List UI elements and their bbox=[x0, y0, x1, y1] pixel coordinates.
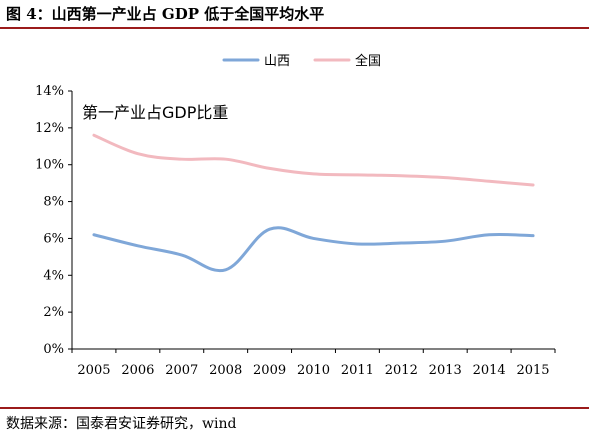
legend-label-2: 全国 bbox=[355, 53, 381, 69]
y-tick-label: 10% bbox=[35, 158, 64, 173]
x-tick-label: 2013 bbox=[429, 363, 462, 378]
chart-axes: 0% 2% 4% 6% 8% 10% 12% 14% 2005 2006 2007 2008 2009 2… bbox=[35, 84, 556, 378]
x-tick-label: 2015 bbox=[516, 363, 549, 378]
y-tick-label: 2% bbox=[43, 305, 64, 320]
series-line-2 bbox=[92, 133, 535, 187]
legend-label-1: 山西 bbox=[264, 54, 290, 69]
x-tick-label: 2014 bbox=[473, 363, 506, 378]
series-line-1 bbox=[92, 226, 535, 273]
x-tick-label: 2008 bbox=[209, 363, 242, 378]
figure-title: 图 4：山西第一产业占 GDP 低于全国平均水平 bbox=[6, 5, 325, 23]
x-tick-label: 2011 bbox=[341, 363, 374, 378]
x-tick-label: 2009 bbox=[253, 363, 286, 378]
chart-inner-title: 第一产业占GDP比重 bbox=[82, 103, 228, 122]
y-tick-label: 14% bbox=[35, 84, 64, 99]
y-tick-label: 6% bbox=[43, 231, 64, 246]
line-chart: 0% 2% 4% 6% 8% 10% 12% 14% 2005 2006 2007 2008 2009 2… bbox=[35, 53, 556, 378]
source-rule bbox=[0, 407, 589, 409]
title-rule bbox=[0, 27, 589, 29]
source-note: 数据来源：国泰君安证券研究，wind bbox=[6, 416, 237, 432]
y-tick-label: 0% bbox=[43, 342, 64, 357]
chart-legend: 山西 全国 bbox=[222, 53, 381, 69]
y-tick-label: 8% bbox=[43, 195, 64, 210]
y-tick-label: 12% bbox=[35, 121, 64, 136]
x-tick-label: 2010 bbox=[297, 363, 330, 378]
x-tick-label: 2006 bbox=[121, 363, 154, 378]
x-tick-label: 2005 bbox=[77, 363, 110, 378]
x-tick-label: 2007 bbox=[165, 363, 198, 378]
y-tick-label: 4% bbox=[43, 268, 64, 283]
x-tick-label: 2012 bbox=[385, 363, 418, 378]
chart-series bbox=[92, 133, 535, 273]
